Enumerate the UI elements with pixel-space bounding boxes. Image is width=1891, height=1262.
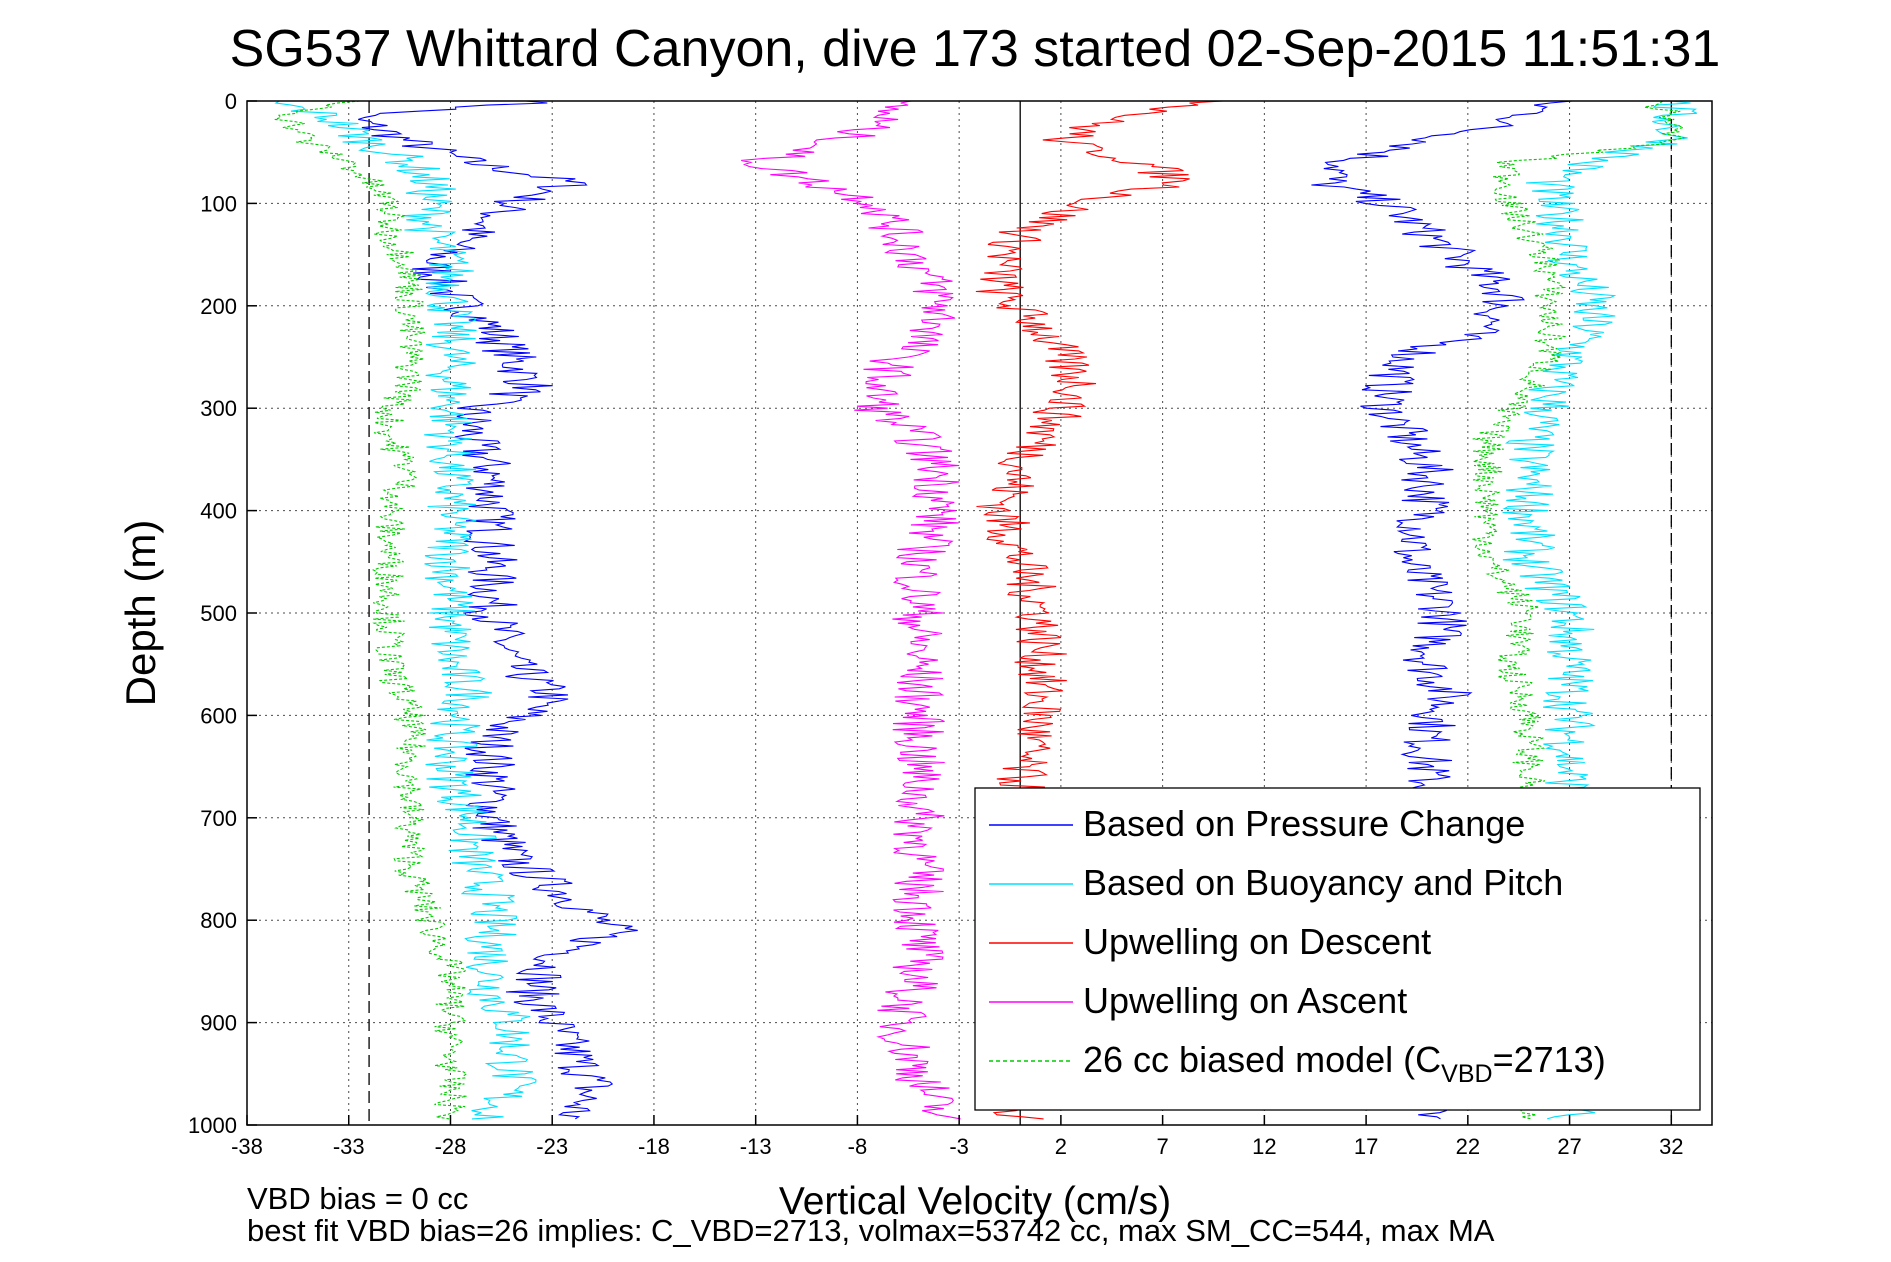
x-tick-label: 17	[1354, 1134, 1378, 1159]
legend-label: Based on Pressure Change	[1083, 803, 1525, 844]
x-tick-label: -28	[435, 1134, 467, 1159]
x-tick-label: 32	[1659, 1134, 1683, 1159]
y-tick-label: 700	[200, 806, 237, 831]
x-tick-label: -8	[848, 1134, 868, 1159]
y-tick-label: 500	[200, 601, 237, 626]
legend-box	[974, 787, 1701, 1111]
x-tick-label: -18	[638, 1134, 670, 1159]
footer-line-1: VBD bias = 0 cc	[247, 1181, 469, 1216]
legend-label: Upwelling on Ascent	[1083, 980, 1407, 1021]
y-axis-label: Depth (m)	[117, 520, 164, 707]
legend-label-main: 26 cc biased model (C	[1083, 1039, 1441, 1080]
series-5-descent-line	[274, 100, 468, 1120]
x-axis-label: Vertical Velocity (cm/s)	[779, 1180, 1171, 1223]
series-4-line	[741, 100, 961, 1120]
x-axis-ticks: -38 -33 -28 -23 -18 -13 -8 -3 2 7 12 17 22 27 32	[231, 1115, 1684, 1159]
footer-line-2: best fit VBD bias=26 implies: C_VBD=2713…	[247, 1213, 1495, 1248]
x-tick-label: 27	[1557, 1134, 1581, 1159]
x-tick-label: -33	[333, 1134, 365, 1159]
y-tick-label: 600	[200, 703, 237, 728]
y-tick-label: 1000	[188, 1113, 237, 1138]
series-2-descent-line	[274, 100, 537, 1120]
legend-label: Upwelling on Descent	[1083, 921, 1431, 962]
y-tick-label: 900	[200, 1011, 237, 1036]
legend: Based on Pressure Change Based on Buoyanc…	[974, 787, 1701, 1111]
x-tick-label: 22	[1456, 1134, 1480, 1159]
y-tick-label: 400	[200, 499, 237, 524]
y-axis-ticks: 0 100 200 300 400 500 600 700 800 900 1000	[188, 89, 257, 1138]
y-tick-label: 200	[200, 294, 237, 319]
y-tick-label: 300	[200, 396, 237, 421]
y-tick-label: 0	[225, 89, 237, 114]
legend-label-end: =2713)	[1493, 1039, 1606, 1080]
x-tick-label: -23	[536, 1134, 568, 1159]
x-tick-label: 12	[1252, 1134, 1276, 1159]
chart-title: SG537 Whittard Canyon, dive 173 started …	[230, 20, 1721, 78]
x-tick-label: 2	[1055, 1134, 1067, 1159]
x-tick-label: -13	[740, 1134, 772, 1159]
y-tick-label: 100	[200, 191, 237, 216]
x-tick-label: -38	[231, 1134, 263, 1159]
legend-label: Based on Buoyancy and Pitch	[1083, 862, 1563, 903]
x-tick-label: -3	[949, 1134, 969, 1159]
series-1-descent-line	[358, 100, 638, 1120]
y-tick-label: 800	[200, 908, 237, 933]
legend-label: 26 cc biased model (CVBD=2713)	[1083, 1039, 1606, 1088]
x-tick-label: 7	[1157, 1134, 1169, 1159]
legend-label-subscript: VBD	[1441, 1060, 1492, 1088]
